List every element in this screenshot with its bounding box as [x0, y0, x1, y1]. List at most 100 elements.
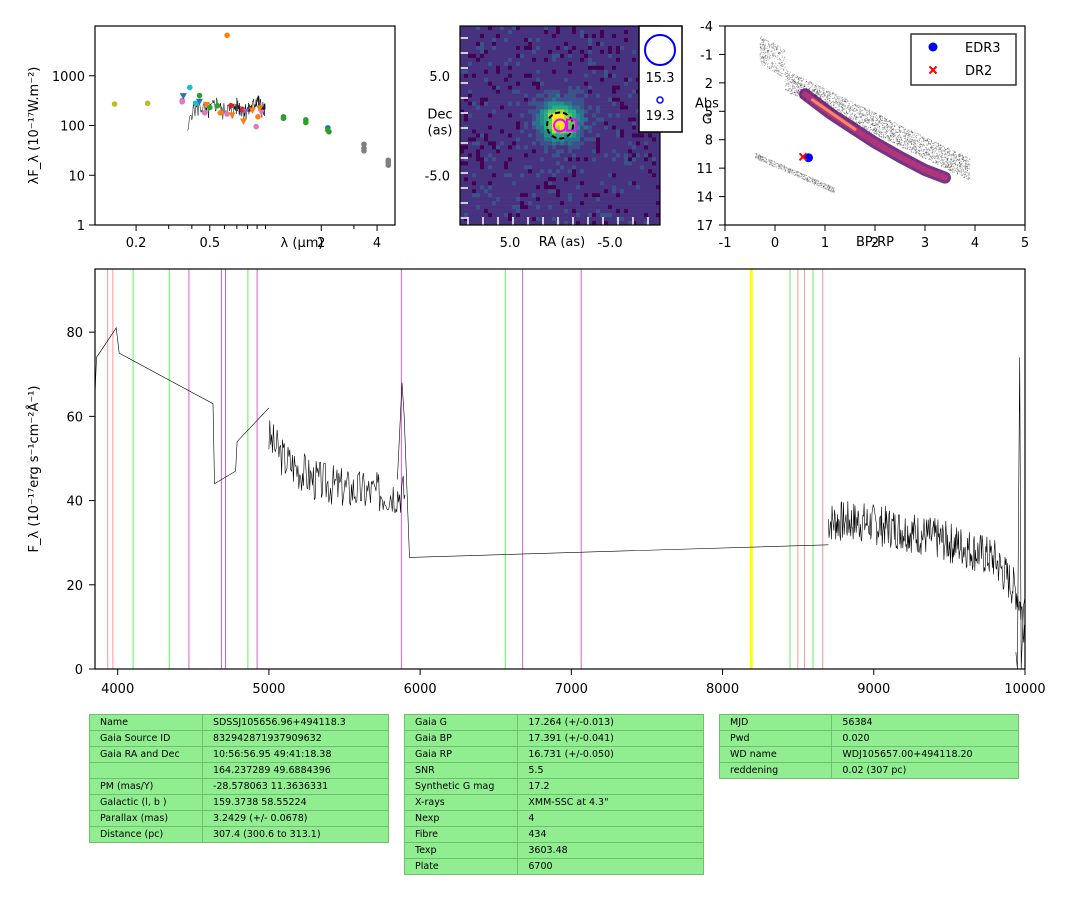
sed-point	[196, 92, 203, 99]
spectrum-ytick-label: 0	[75, 663, 83, 678]
spectrum-xtick-label: 5000	[252, 682, 285, 697]
cmd-ytick-label: -1	[700, 48, 713, 63]
image-xtick-label: -5.0	[597, 236, 622, 251]
spectrum-xtick-label: 7000	[555, 682, 588, 697]
sed-point	[280, 115, 287, 122]
sed-ylabel: λF_λ (10⁻¹⁷W.m⁻²)	[27, 67, 42, 185]
sed-upper-limit	[239, 118, 247, 126]
info-table-identifiers: Name SDSSJ105656.96+494118.3 Gaia Source I…	[89, 714, 390, 843]
legend-edr3-marker	[928, 42, 938, 52]
table-key: Synthetic G mag	[403, 778, 519, 795]
cmd-ytick-label: 11	[696, 162, 713, 177]
sed-point	[361, 148, 367, 154]
sed-xtick-label: 4	[373, 236, 381, 251]
sed-point	[192, 100, 199, 107]
table-value: 6700	[517, 858, 704, 875]
table-key: Gaia RP	[403, 746, 519, 763]
cmd-ylabel-line: G	[702, 113, 712, 128]
sed-upper-limit	[257, 109, 265, 117]
legend-edr3-label: EDR3	[965, 41, 1001, 56]
table-value: 17.391 (+/-0.041)	[517, 730, 704, 747]
sed-frame	[94, 25, 396, 226]
sed-upper-limit	[248, 107, 256, 115]
table-row: Pwd 0.020	[718, 730, 1019, 747]
image-plot: 5.0 -5.0 5.0 -5.0 RA (as) Dec(as) 15.3 19.3	[425, 25, 683, 251]
table-key: Parallax (mas)	[89, 810, 203, 827]
table-value: 832942871937909632	[201, 730, 390, 747]
table-key: Gaia BP	[403, 730, 519, 747]
table-value: 17.264 (+/-0.013)	[517, 714, 704, 731]
table-row: Parallax (mas) 3.2429 (+/- 0.0678)	[89, 810, 390, 827]
legend-dr2-marker	[928, 65, 938, 75]
cmd-legend	[910, 33, 1017, 86]
sed-point	[255, 113, 261, 120]
source-box	[566, 118, 577, 132]
table-value: 434	[517, 826, 704, 843]
table-value: 10:56:56.95 49:41:18.38	[201, 746, 390, 763]
spectrum-ytick-label: 20	[66, 579, 83, 594]
sed-point	[228, 102, 234, 109]
table-key: Distance (pc)	[89, 826, 203, 843]
sed-point	[303, 119, 309, 126]
table-value: 3.2429 (+/- 0.0678)	[201, 810, 390, 827]
table-row: Name SDSSJ105656.96+494118.3	[89, 714, 390, 731]
table-value: 164.237289 49.6884396	[201, 762, 390, 779]
sed-upper-limit	[242, 108, 250, 116]
table-value: 5.5	[517, 762, 704, 779]
sed-point	[385, 162, 392, 168]
spectrum-xtick-label: 9000	[857, 682, 890, 697]
sed-xtick-label: 2	[317, 236, 325, 251]
table-value: SDSSJ105656.96+494118.3	[201, 714, 390, 731]
table-key: PM (mas/Y)	[89, 778, 203, 795]
table-row: Synthetic G mag 17.2	[403, 778, 704, 795]
table-value: 17.2	[517, 778, 704, 795]
table-value: 159.3738 58.55224	[201, 794, 390, 811]
legend-circle-small	[656, 96, 664, 104]
cmd-xlabel: BP-RP	[856, 235, 894, 250]
table-row: MJD 56384	[718, 714, 1019, 731]
table-key: Gaia Source ID	[89, 730, 203, 747]
cmd-ytick-label: 14	[696, 191, 713, 206]
spectrum-xtick-label: 6000	[404, 682, 437, 697]
legend-label: 19.3	[646, 109, 675, 124]
table-value: 307.4 (300.6 to 313.1)	[201, 826, 390, 843]
table-row: Texp 3603.48	[403, 842, 704, 859]
table-key: WD name	[718, 746, 833, 763]
table-key: Plate	[403, 858, 519, 875]
table-row: WD name WDJ105657.00+494118.20	[718, 746, 1019, 763]
table-key: Gaia G	[403, 714, 519, 731]
table-row: PM (mas/Y) -28.578063 11.3636331	[89, 778, 390, 795]
table-row: 164.237289 49.6884396	[89, 762, 390, 779]
table-row: Gaia RP 16.731 (+/-0.050)	[403, 746, 704, 763]
sed-ytick-label: 1	[77, 219, 85, 234]
cmd-xtick-label: 1	[821, 236, 829, 251]
cmd-ridge-core	[811, 98, 857, 131]
cmd-xtick-label: 0	[771, 236, 779, 251]
spectrum-ytick-label: 60	[66, 410, 83, 425]
sed-point	[202, 110, 208, 116]
image-ylabel-line: (as)	[428, 124, 453, 139]
table-value: WDJ105657.00+494118.20	[831, 746, 1019, 763]
cmd-xtick-label: -1	[719, 236, 732, 251]
source-circle	[546, 111, 574, 140]
cmd-ytick-label: 5	[705, 105, 713, 120]
sed-upper-limit	[256, 105, 264, 112]
spectrum-line	[94, 327, 270, 485]
image-pixels	[460, 26, 661, 226]
cmd-xtick-label: 3	[921, 236, 929, 251]
table-value: 0.02 (307 pc)	[831, 762, 1019, 779]
table-value: 0.020	[831, 730, 1019, 747]
table-key: reddening	[718, 762, 833, 779]
info-table-wd: MJD 56384 Pwd 0.020 WD name WDJ105657.00+4941…	[718, 714, 1019, 779]
cmd-xtick-label: 2	[871, 236, 879, 251]
table-row: Nexp 4	[403, 810, 704, 827]
spectrum-ylabel: F_λ (10⁻¹⁷erg s⁻¹cm⁻²Å⁻¹)	[26, 386, 42, 553]
sed-point	[111, 101, 118, 107]
legend-circle-large	[644, 34, 676, 66]
table-row: reddening 0.02 (307 pc)	[718, 762, 1019, 779]
spectrum-line	[268, 420, 406, 514]
sed-point	[224, 32, 230, 39]
sed-point	[361, 141, 367, 148]
